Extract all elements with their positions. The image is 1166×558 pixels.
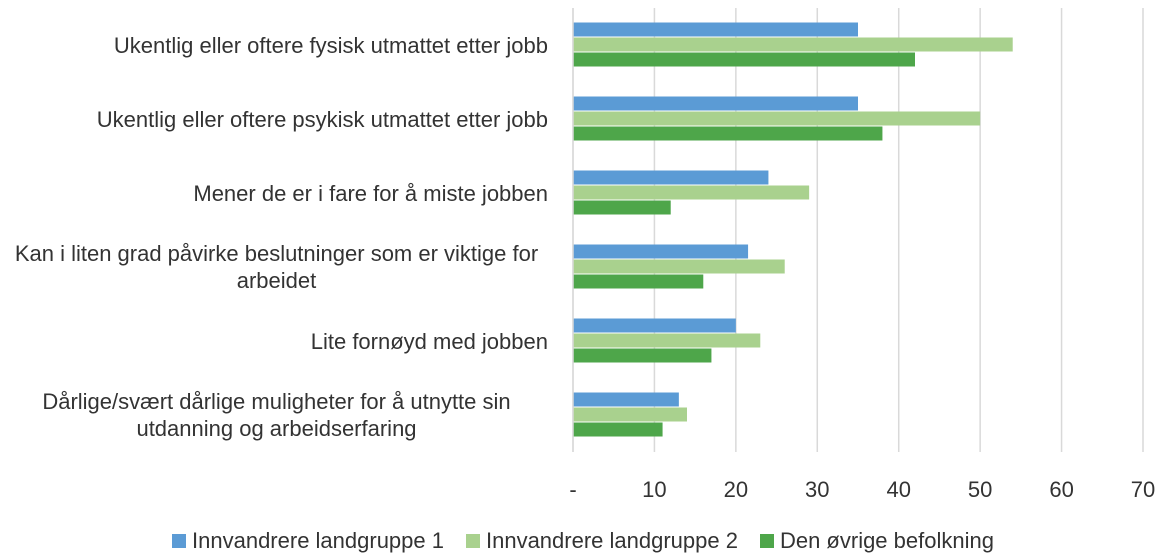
legend-item: Innvandrere landgruppe 2	[465, 528, 738, 554]
bar	[573, 274, 704, 289]
category-label-text: Dårlige/svært dårlige muligheter for å u…	[42, 389, 511, 441]
category-label-text: Ukentlig eller oftere fysisk utmattet et…	[113, 32, 548, 58]
bar	[573, 422, 663, 437]
category-label: Dårlige/svært dårlige muligheter for å u…	[5, 378, 548, 452]
x-tick-label: -	[569, 477, 576, 502]
bar	[573, 200, 671, 215]
category-label: Lite fornøyd med jobben	[5, 304, 548, 378]
x-tick-label: 20	[724, 477, 748, 502]
category-label: Ukentlig eller oftere fysisk utmattet et…	[5, 8, 548, 82]
bar	[573, 170, 769, 185]
bar	[573, 22, 858, 37]
legend-label: Innvandrere landgruppe 1	[192, 528, 444, 553]
bar	[573, 52, 915, 67]
bar	[573, 111, 981, 126]
category-label: Mener de er i fare for å miste jobben	[5, 156, 548, 230]
legend-swatch	[172, 534, 187, 548]
bar	[573, 348, 712, 363]
category-label: Kan i liten grad påvirke beslutninger so…	[5, 230, 548, 304]
bar	[573, 407, 687, 422]
x-tick-label: 70	[1131, 477, 1155, 502]
bar	[573, 244, 749, 259]
category-label-text: Lite fornøyd med jobben	[310, 328, 548, 354]
legend-item: Den øvrige befolkning	[759, 528, 994, 554]
legend-item: Innvandrere landgruppe 1	[172, 528, 444, 554]
bar	[573, 185, 810, 200]
legend-swatch	[465, 534, 480, 548]
x-tick-label: 10	[642, 477, 666, 502]
category-label-text: Mener de er i fare for å miste jobben	[193, 180, 548, 206]
category-label-text: Ukentlig eller oftere psykisk utmattet e…	[96, 106, 548, 132]
bar	[573, 318, 736, 333]
legend: Innvandrere landgruppe 1 Innvandrere land…	[0, 528, 1166, 554]
bar	[573, 392, 679, 407]
legend-label: Den øvrige befolkning	[779, 528, 994, 553]
category-label: Ukentlig eller oftere psykisk utmattet e…	[5, 82, 548, 156]
x-tick-label: 50	[968, 477, 992, 502]
legend-swatch	[759, 534, 774, 548]
bar	[573, 259, 785, 274]
bar	[573, 126, 883, 141]
x-tick-label: 60	[1049, 477, 1073, 502]
bar	[573, 96, 858, 111]
bar	[573, 333, 761, 348]
bar	[573, 37, 1013, 52]
legend-label: Innvandrere landgruppe 2	[485, 528, 738, 553]
x-tick-label: 30	[805, 477, 829, 502]
plot: - 10 20 30 40 50 60 70	[569, 8, 1155, 502]
x-tick-label: 40	[886, 477, 910, 502]
category-label-text: Kan i liten grad påvirke beslutninger so…	[14, 241, 539, 293]
